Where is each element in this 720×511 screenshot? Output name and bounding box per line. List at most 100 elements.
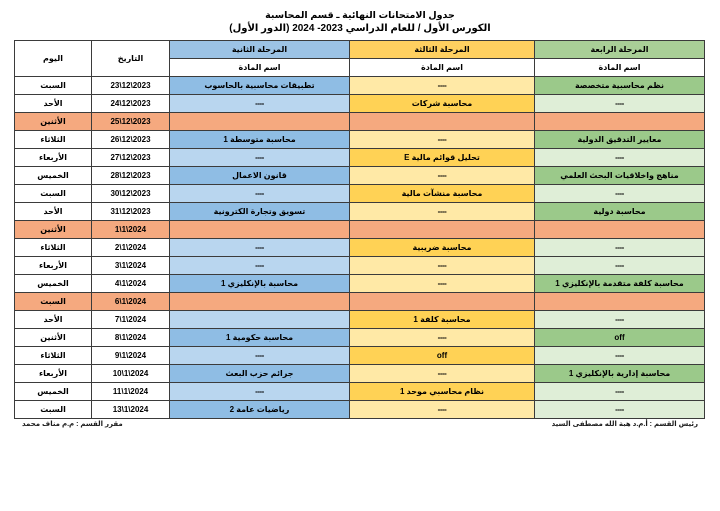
cell-stage-2	[169, 220, 350, 239]
cell-date: 2023\12\26	[91, 130, 170, 149]
table-row: off ---- محاسبة حكومية 1 2024\1\8 الأثنين	[14, 328, 705, 347]
cell-day: السبت	[14, 292, 92, 311]
header-stage-4: المرحلة الرابعة	[534, 40, 705, 59]
cell-stage-3	[349, 112, 535, 131]
table-row: مناهج واخلاقيات البحث العلمي ---- قانون ال…	[14, 166, 705, 185]
cell-day: الخميس	[14, 382, 92, 401]
cell-stage-2	[169, 310, 350, 329]
cell-day: الخميس	[14, 274, 92, 293]
cell-day: الثلاثاء	[14, 346, 92, 365]
cell-stage-4	[534, 112, 705, 131]
cell-day: الأربعاء	[14, 364, 92, 383]
cell-date: 2024\1\4	[91, 274, 170, 293]
cell-stage-4: off	[534, 328, 705, 347]
cell-stage-2: قانون الاعمال	[169, 166, 350, 185]
cell-stage-2: ----	[169, 346, 350, 365]
cell-day: الأثنين	[14, 220, 92, 239]
header-date: التاريخ	[91, 40, 170, 77]
header-stage-3: المرحلة الثالثة	[349, 40, 535, 59]
cell-stage-3: off	[349, 346, 535, 365]
cell-stage-4: ----	[534, 94, 705, 113]
cell-stage-4: ----	[534, 346, 705, 365]
cell-date: 2024\1\9	[91, 346, 170, 365]
header-subject-label-stage-2: اسم المادة	[169, 58, 350, 77]
table-row: ---- محاسبة ضريبية ---- 2024\1\2 الثلاثاء	[14, 238, 705, 257]
cell-date: 2024\1\2	[91, 238, 170, 257]
cell-date: 2024\1\8	[91, 328, 170, 347]
cell-stage-3	[349, 292, 535, 311]
cell-day: الثلاثاء	[14, 130, 92, 149]
cell-stage-4: محاسبة إدارية بالإنكليزي 1	[534, 364, 705, 383]
table-row: ---- محاسبة كلفة 1 2024\1\7 الأحد	[14, 310, 705, 329]
cell-date: 2024\1\11	[91, 382, 170, 401]
table-row: محاسبة إدارية بالإنكليزي 1 ---- جرائم حزب …	[14, 364, 705, 383]
cell-date: 2024\1\1	[91, 220, 170, 239]
cell-day: الأربعاء	[14, 148, 92, 167]
cell-stage-2: ----	[169, 382, 350, 401]
footer-coordinator: مقرر القسم : م.م مناف محمد	[22, 421, 123, 428]
cell-stage-4: نظم محاسبية متخصصة	[534, 76, 705, 95]
cell-day: الأثنين	[14, 112, 92, 131]
cell-stage-4	[534, 220, 705, 239]
cell-stage-3: محاسبة كلفة 1	[349, 310, 535, 329]
page-subtitle: الكورس الأول / للعام الدراسي 2023- 2024 …	[229, 23, 491, 34]
cell-stage-2: محاسبة متوسطة 1	[169, 130, 350, 149]
header-day: اليوم	[14, 40, 92, 77]
cell-day: السبت	[14, 76, 92, 95]
cell-date: 2023\12\23	[91, 76, 170, 95]
cell-stage-3: ----	[349, 256, 535, 275]
cell-stage-3	[349, 220, 535, 239]
cell-stage-3: نظام محاسبي موحد 1	[349, 382, 535, 401]
cell-day: الأحد	[14, 94, 92, 113]
cell-day: الخميس	[14, 166, 92, 185]
cell-stage-2: ----	[169, 256, 350, 275]
cell-day: السبت	[14, 400, 92, 419]
cell-stage-4: محاسبة كلفة متقدمة بالإنكليزي 1	[534, 274, 705, 293]
header-row-stages: المرحلة الرابعة المرحلة الثالثة المرحلة …	[14, 40, 705, 77]
cell-date: 2023\12\28	[91, 166, 170, 185]
table-body: نظم محاسبية متخصصة ---- تطبيقات محاسبية با…	[14, 76, 705, 419]
cell-stage-3: محاسبة ضريبية	[349, 238, 535, 257]
cell-stage-3: ----	[349, 364, 535, 383]
cell-stage-3: ----	[349, 130, 535, 149]
cell-stage-4: معايير التدقيق الدولية	[534, 130, 705, 149]
cell-date: 2023\12\30	[91, 184, 170, 203]
cell-date: 2024\1\13	[91, 400, 170, 419]
cell-stage-2: ----	[169, 94, 350, 113]
cell-stage-3: ----	[349, 274, 535, 293]
schedule-table-wrapper: المرحلة الرابعة المرحلة الثالثة المرحلة …	[0, 36, 720, 419]
table-row: محاسبة دولية ---- تسويق وتجارة الكترونية 20…	[14, 202, 705, 221]
table-row: ---- محاسبة منشآت مالية ---- 2023\12\30 السب…	[14, 184, 705, 203]
cell-stage-2: جرائم حزب البعث	[169, 364, 350, 383]
cell-day: الثلاثاء	[14, 238, 92, 257]
cell-day: الأثنين	[14, 328, 92, 347]
cell-stage-4: ----	[534, 238, 705, 257]
cell-stage-4: مناهج واخلاقيات البحث العلمي	[534, 166, 705, 185]
cell-stage-4: محاسبة دولية	[534, 202, 705, 221]
table-row: 2023\12\25 الأثنين	[14, 112, 705, 131]
cell-stage-4: ----	[534, 256, 705, 275]
table-row: ---- ---- رياضيات عامة 2 2024\1\13 السبت	[14, 400, 705, 419]
table-row: 2024\1\1 الأثنين	[14, 220, 705, 239]
table-row: محاسبة كلفة متقدمة بالإنكليزي 1 ---- محاسب…	[14, 274, 705, 293]
cell-date: 2024\1\3	[91, 256, 170, 275]
cell-stage-2: رياضيات عامة 2	[169, 400, 350, 419]
cell-stage-2: ----	[169, 184, 350, 203]
cell-day: الأحد	[14, 202, 92, 221]
cell-stage-2: تطبيقات محاسبية بالحاسوب	[169, 76, 350, 95]
cell-stage-3: ----	[349, 76, 535, 95]
cell-date: 2023\12\27	[91, 148, 170, 167]
cell-stage-4	[534, 292, 705, 311]
cell-stage-2: ----	[169, 148, 350, 167]
table-row: ---- نظام محاسبي موحد 1 ---- 2024\1\11 الخمي…	[14, 382, 705, 401]
header-stage-2: المرحلة الثانية	[169, 40, 350, 59]
cell-date: 2024\1\6	[91, 292, 170, 311]
footer-head-of-department: رئيس القسم : أ.م.د هبة الله مصطفى السيد	[551, 421, 698, 428]
cell-date: 2024\1\10	[91, 364, 170, 383]
table-row: نظم محاسبية متخصصة ---- تطبيقات محاسبية با…	[14, 76, 705, 95]
page-title: جدول الامتحانات النهائية ـ قسم المحاسبة	[265, 10, 455, 21]
exam-schedule-table: المرحلة الرابعة المرحلة الثالثة المرحلة …	[14, 40, 705, 419]
cell-day: السبت	[14, 184, 92, 203]
cell-stage-3: ----	[349, 202, 535, 221]
